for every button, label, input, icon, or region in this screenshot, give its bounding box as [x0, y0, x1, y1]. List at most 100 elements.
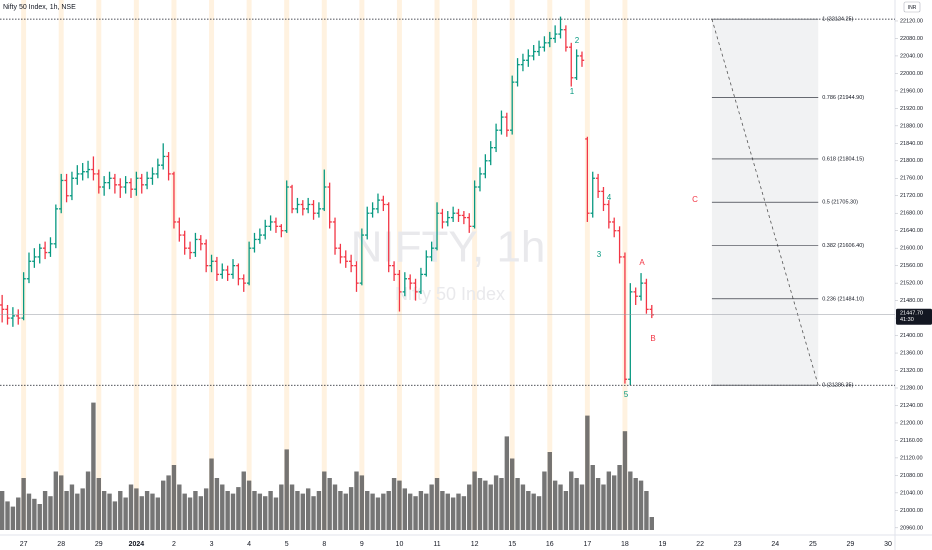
volume-bar	[477, 478, 483, 530]
volume-bar	[128, 484, 134, 530]
volume-bar	[552, 480, 558, 530]
y-tick-label: 22000.00	[900, 71, 923, 77]
volume-bar	[558, 484, 563, 530]
wave-label: C	[692, 195, 698, 204]
session-break	[434, 0, 440, 530]
session-break	[509, 0, 515, 530]
y-tick-label: 21320.00	[900, 368, 923, 374]
volume-bar	[107, 493, 112, 530]
volume-bar	[617, 465, 622, 530]
wave-label: B	[650, 334, 655, 343]
x-tick-label: 16	[546, 541, 554, 548]
volume-bar	[5, 501, 10, 530]
volume-bar	[322, 471, 327, 530]
y-tick-label: 21640.00	[900, 228, 923, 234]
volume-bar	[257, 493, 263, 530]
y-tick-label: 21520.00	[900, 281, 923, 287]
y-tick-label: 21360.00	[900, 350, 923, 356]
session-break	[472, 0, 478, 530]
volume-bar	[386, 491, 391, 530]
y-tick-label: 21040.00	[900, 490, 923, 496]
volume-bar	[64, 491, 69, 530]
chart-title: Nifty 50 Index, 1h, NSE	[3, 4, 76, 11]
volume-bar	[268, 491, 273, 530]
x-tick-label: 12	[471, 541, 479, 548]
volume-bar	[166, 475, 171, 530]
volume-bar	[0, 491, 5, 530]
x-tick-label: 25	[809, 541, 817, 548]
y-tick-label: 22120.00	[900, 18, 923, 24]
volume-bar	[343, 493, 348, 530]
session-break	[584, 0, 590, 530]
volume-bar	[590, 465, 595, 530]
x-tick-label: 28	[57, 541, 65, 548]
volume-bar	[493, 475, 499, 530]
volume-bar	[177, 484, 182, 530]
x-tick-label: 30	[884, 541, 892, 548]
volume-bar	[585, 415, 590, 530]
x-tick-label: 4	[247, 541, 251, 548]
volume-bar	[531, 493, 536, 530]
volume-bar	[402, 488, 408, 530]
volume-bar	[381, 493, 386, 530]
x-tick-label: 11	[433, 541, 440, 548]
volume-bar	[445, 493, 450, 530]
y-tick-label: 21160.00	[900, 438, 923, 444]
volume-bar	[37, 504, 42, 530]
x-tick-label: 18	[621, 541, 629, 548]
volume-bar	[606, 471, 612, 530]
volume-bar	[348, 487, 354, 530]
fib-label: 0.786 (21944.90)	[822, 95, 864, 101]
volume-bar	[69, 484, 75, 530]
volume-bar	[569, 471, 574, 530]
y-tick-label: 21000.00	[900, 508, 923, 514]
volume-bar	[144, 491, 150, 530]
volume-bar	[263, 496, 268, 530]
volume-bar	[48, 496, 53, 530]
volume-bar	[375, 497, 381, 530]
volume-bar	[628, 471, 633, 530]
volume-bar	[182, 493, 187, 530]
wave-label: 3	[597, 250, 602, 259]
y-tick-label: 21960.00	[900, 88, 923, 94]
x-tick-label: 23	[734, 541, 742, 548]
volume-bar	[574, 478, 579, 530]
volume-bar	[139, 496, 144, 530]
volume-bar	[241, 471, 246, 530]
volume-bar	[203, 488, 209, 530]
volume-bar	[91, 402, 96, 530]
volume-bar	[407, 493, 413, 530]
session-break	[96, 0, 102, 530]
volume-bar	[354, 471, 359, 530]
volume-bar	[10, 506, 16, 530]
volume-bar	[300, 493, 306, 530]
volume-bar	[332, 484, 338, 530]
y-tick-label: 22080.00	[900, 36, 923, 42]
volume-bar	[622, 431, 628, 530]
volume-bar	[504, 436, 510, 530]
x-tick-label: 2	[172, 541, 176, 548]
volume-bar	[155, 497, 161, 530]
volume-bar	[16, 497, 21, 530]
volume-bar	[434, 478, 440, 530]
volume-bar	[644, 491, 649, 530]
volume-bar	[327, 478, 332, 530]
currency-box[interactable]	[903, 1, 921, 13]
volume-bar	[488, 484, 493, 530]
volume-bar	[649, 517, 654, 530]
session-break	[321, 0, 327, 530]
volume-bar	[595, 478, 601, 530]
volume-bar	[467, 484, 472, 530]
volume-bar	[365, 491, 370, 530]
volume-bar	[161, 480, 166, 530]
volume-bar	[612, 475, 617, 530]
volume-bar	[483, 480, 488, 530]
volume-bar	[520, 484, 526, 530]
volume-bar	[499, 478, 504, 530]
y-tick-label: 21120.00	[900, 455, 923, 461]
x-tick-label: 9	[360, 541, 364, 548]
volume-bar	[32, 498, 37, 530]
x-tick-label: 29	[95, 541, 103, 548]
x-tick-label: 29	[847, 541, 855, 548]
